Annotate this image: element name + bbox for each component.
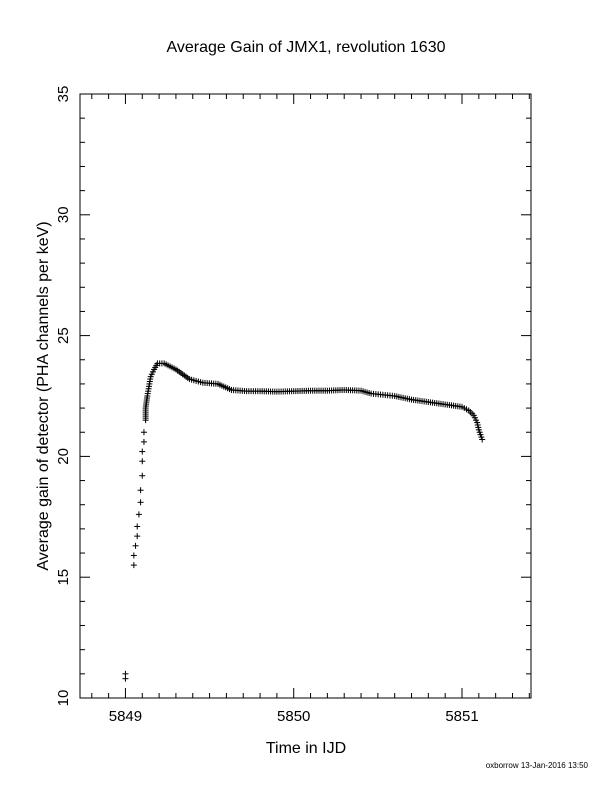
data-point xyxy=(140,429,147,436)
data-point xyxy=(134,533,141,540)
plot-frame xyxy=(79,93,532,699)
x-tick-label: 5849 xyxy=(109,708,142,725)
data-point xyxy=(139,448,146,455)
y-axis-label: Average gain of detector (PHA channels p… xyxy=(35,221,52,570)
data-point xyxy=(479,436,486,443)
data-point xyxy=(132,542,139,549)
data-point xyxy=(137,499,144,506)
y-tick-label: 25 xyxy=(55,327,72,344)
data-point xyxy=(140,438,147,445)
data-point xyxy=(130,552,137,559)
data-point xyxy=(135,511,142,518)
data-point xyxy=(134,523,141,530)
data-point xyxy=(130,562,137,569)
y-tick-label: 30 xyxy=(55,206,72,223)
data-point xyxy=(139,472,146,479)
x-tick-label: 5851 xyxy=(445,708,478,725)
y-tick-label: 10 xyxy=(55,690,72,707)
y-tick-label: 15 xyxy=(55,569,72,586)
data-point xyxy=(122,670,129,677)
y-tick-label: 20 xyxy=(55,448,72,465)
x-tick-label: 5850 xyxy=(277,708,310,725)
x-axis-label: Time in IJD xyxy=(266,740,346,757)
data-point xyxy=(139,458,146,465)
chart-title: Average Gain of JMX1, revolution 1630 xyxy=(167,39,446,56)
footer-stamp: oxborrow 13-Jan-2016 13:50 xyxy=(486,761,589,770)
data-point xyxy=(137,487,144,494)
data-markers xyxy=(122,360,486,682)
y-tick-label: 35 xyxy=(55,86,72,103)
axis-ticks: 5849 5850 5851 10 15 20 25 30 35 xyxy=(55,86,531,725)
